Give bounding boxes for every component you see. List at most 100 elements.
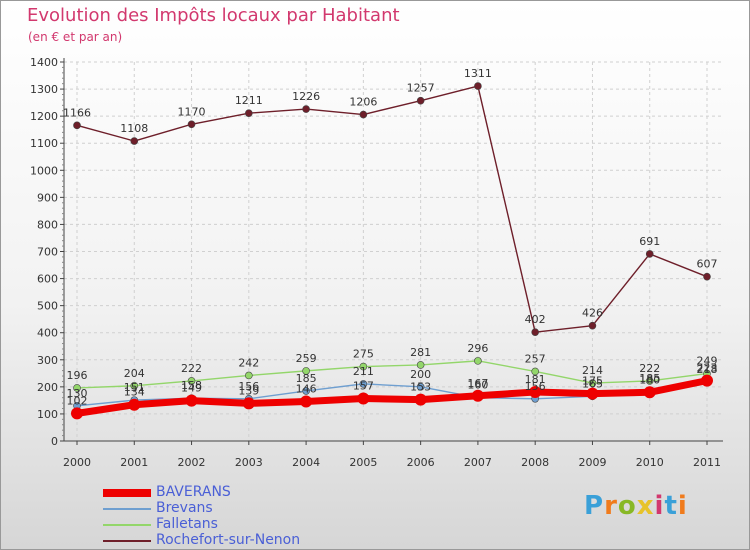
chart-plot: 0 100 200 300 400 500 600 700 800 900 1000 1100 1200… (30, 56, 723, 469)
legend-swatch-baverans (103, 489, 151, 497)
x-tick-label: 2006 (407, 456, 435, 469)
data-label-brevans: 156 (238, 380, 259, 393)
data-point-baverans (71, 407, 83, 420)
data-label-baverans: 149 (181, 382, 202, 395)
y-tick-label: 1200 (30, 110, 58, 123)
data-point-baverans (357, 392, 370, 405)
data-point-rochefort-sur-nenon (703, 272, 711, 281)
legend-label-brevans: Brevans (156, 500, 213, 516)
data-label-baverans: 181 (525, 373, 546, 386)
data-label-rochefort-sur-nenon: 1226 (292, 90, 320, 103)
data-point-baverans (128, 398, 141, 411)
chart-title: Evolution des Impôts locaux par Habitant (27, 5, 400, 26)
data-label-baverans: 167 (467, 377, 488, 390)
data-label-baverans: 146 (296, 382, 317, 395)
data-point-brevans (416, 383, 425, 391)
data-label-baverans: 139 (238, 384, 259, 397)
legend-swatch-brevans (103, 508, 151, 510)
data-label-baverans: 153 (410, 381, 431, 394)
data-label-rochefort-sur-nenon: 1170 (178, 105, 206, 118)
x-tick-label: 2000 (63, 456, 91, 469)
y-tick-label: 700 (37, 246, 58, 259)
data-label-brevans: 218 (697, 363, 718, 376)
series-line-baverans (73, 377, 711, 417)
data-label-falletans: 296 (467, 342, 488, 355)
data-label-falletans: 222 (181, 362, 202, 375)
legend-swatch-falletans (103, 524, 151, 526)
x-tick-label: 2001 (120, 456, 148, 469)
data-label-rochefort-sur-nenon: 402 (525, 313, 546, 326)
data-label-brevans: 156 (525, 380, 546, 393)
data-point-rochefort-sur-nenon (645, 250, 654, 258)
y-tick-label: 800 (37, 218, 58, 231)
x-tick-label: 2009 (578, 456, 606, 469)
data-label-brevans: 185 (639, 372, 660, 385)
x-tick-label: 2002 (178, 456, 206, 469)
y-tick-label: 1400 (30, 56, 58, 69)
data-label-brevans: 160 (467, 379, 488, 392)
y-tick-label: 100 (37, 408, 58, 421)
data-label-falletans: 259 (296, 352, 317, 365)
legend-label-baverans: BAVERANS (156, 484, 231, 500)
legend-swatch-rochefort-sur-nenon (103, 540, 151, 542)
data-label-rochefort-sur-nenon: 1108 (120, 122, 148, 135)
y-tick-label: 1000 (30, 164, 58, 177)
data-label-falletans: 242 (238, 356, 259, 369)
data-point-falletans (416, 361, 425, 369)
x-tick-label: 2004 (292, 456, 320, 469)
data-label-rochefort-sur-nenon: 426 (582, 307, 603, 320)
data-point-rochefort-sur-nenon (416, 96, 425, 105)
data-point-rochefort-sur-nenon (73, 121, 81, 130)
data-point-falletans (187, 377, 196, 385)
data-label-rochefort-sur-nenon: 1206 (349, 96, 377, 109)
y-tick-label: 300 (37, 354, 58, 367)
x-tick-label: 2011 (693, 456, 721, 469)
data-label-baverans: 175 (582, 375, 603, 388)
data-label-baverans: 223 (697, 362, 718, 375)
y-tick-label: 1300 (30, 83, 58, 96)
data-label-rochefort-sur-nenon: 1257 (407, 82, 435, 95)
chart-subtitle: (en € et par an) (28, 30, 123, 44)
data-point-falletans (645, 377, 654, 385)
x-tick-label: 2007 (464, 456, 492, 469)
data-label-baverans: 102 (67, 394, 88, 407)
series-line-rochefort-sur-nenon (76, 85, 708, 333)
data-label-falletans: 257 (525, 352, 546, 365)
y-tick-label: 400 (37, 327, 58, 340)
data-point-falletans (302, 367, 310, 375)
data-label-falletans: 222 (639, 362, 660, 375)
data-label-falletans: 281 (410, 346, 431, 359)
y-tick-label: 0 (51, 435, 58, 448)
data-point-rochefort-sur-nenon (531, 328, 539, 336)
data-label-brevans: 211 (353, 365, 374, 378)
x-tick-label: 2008 (521, 456, 549, 469)
data-point-brevans (359, 380, 368, 388)
data-label-brevans: 165 (582, 377, 603, 390)
data-label-rochefort-sur-nenon: 1311 (464, 67, 492, 80)
data-point-rochefort-sur-nenon (302, 105, 310, 113)
data-label-brevans: 200 (410, 368, 431, 381)
data-point-rochefort-sur-nenon (359, 110, 368, 119)
proxiti-logo: Proxiti (584, 491, 688, 521)
y-tick-label: 900 (37, 191, 58, 204)
data-point-baverans (242, 397, 255, 410)
data-point-rochefort-sur-nenon (130, 137, 139, 145)
data-label-brevans: 185 (296, 372, 317, 385)
data-point-falletans (130, 381, 139, 390)
data-point-baverans (300, 395, 313, 408)
data-label-falletans: 204 (124, 367, 145, 380)
data-point-falletans (474, 357, 482, 365)
x-tick-label: 2010 (636, 456, 664, 469)
data-point-baverans (586, 387, 599, 400)
data-point-baverans (701, 374, 713, 387)
data-point-rochefort-sur-nenon (588, 321, 597, 330)
data-point-baverans (529, 386, 542, 399)
data-point-falletans (245, 371, 253, 380)
legend-label-falletans: Falletans (156, 516, 218, 532)
data-point-baverans (414, 393, 427, 406)
data-point-brevans (302, 387, 310, 395)
data-label-falletans: 214 (582, 364, 603, 377)
data-label-brevans: 130 (67, 387, 88, 400)
y-tick-label: 1100 (30, 137, 58, 150)
data-point-baverans (643, 386, 656, 399)
